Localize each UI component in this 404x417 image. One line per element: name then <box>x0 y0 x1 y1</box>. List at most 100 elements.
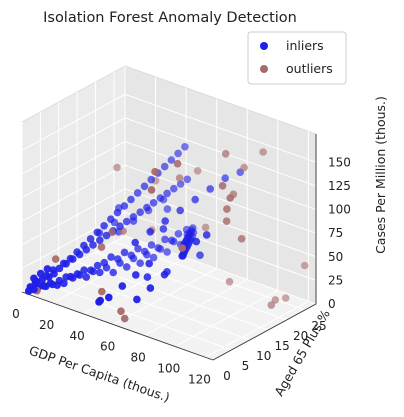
outliers-point <box>259 148 267 156</box>
inliers-point <box>170 184 178 193</box>
inliers-point <box>136 259 144 268</box>
inliers-point <box>163 189 171 198</box>
inliers-point <box>30 274 38 283</box>
inliers-point <box>62 260 70 268</box>
inliers-point <box>89 241 97 249</box>
inliers-point <box>196 251 204 259</box>
outliers-point <box>201 223 210 232</box>
data-points <box>24 143 309 323</box>
inliers-point <box>127 251 136 260</box>
x-gridline <box>205 300 309 358</box>
x-tick-label: 20 <box>39 318 54 332</box>
legend-marker-outliers <box>260 65 268 73</box>
z-gridline <box>124 188 317 258</box>
inliers-point <box>80 266 88 275</box>
inliers-point <box>86 235 95 243</box>
inliers-point <box>36 269 45 278</box>
outliers-point <box>173 159 182 168</box>
inliers-point <box>93 261 102 270</box>
inliers-point <box>114 255 122 263</box>
legend-label-inliers: inliers <box>286 38 324 53</box>
inliers-point <box>167 156 176 164</box>
inliers-point <box>156 194 165 202</box>
inliers-point <box>120 202 129 210</box>
outliers-point <box>151 167 159 176</box>
y-tick-label: 15 <box>275 339 290 353</box>
inliers-point <box>149 199 158 207</box>
z-gridline <box>21 141 126 198</box>
outliers-point <box>267 301 276 309</box>
axis-lines <box>21 134 317 361</box>
inliers-point <box>131 238 139 247</box>
inliers-point <box>69 255 77 263</box>
inliers-point <box>116 222 124 230</box>
inliers-point <box>96 236 104 245</box>
inliers-point <box>120 248 129 257</box>
inliers-point <box>176 206 184 215</box>
inliers-point <box>191 195 199 204</box>
z-gridline <box>21 117 126 175</box>
inliers-point <box>160 270 169 279</box>
inliers-point <box>143 273 152 281</box>
inliers-point <box>55 264 64 273</box>
inliers-point <box>93 228 102 237</box>
z-gridline <box>124 211 317 281</box>
x-tick-label: 80 <box>131 351 146 365</box>
inliers-point <box>43 265 52 273</box>
z-tick-label: 100 <box>328 203 351 217</box>
z-tick-label: 25 <box>328 273 343 287</box>
outliers-point <box>281 294 290 302</box>
inliers-point <box>62 273 70 281</box>
inliers-point <box>122 263 131 271</box>
y-axis-line <box>212 303 317 361</box>
inliers-point <box>174 230 183 238</box>
z-gridline <box>21 93 126 151</box>
y-tick-label: 10 <box>256 349 271 363</box>
inliers-point <box>107 253 115 261</box>
inliers-point <box>141 247 149 256</box>
legend-box <box>247 31 347 85</box>
x-axis-line <box>21 291 214 361</box>
inliers-point <box>113 208 122 217</box>
inliers-point <box>87 266 95 275</box>
inliers-point <box>133 189 142 197</box>
inliers-point <box>38 276 46 284</box>
outliers-point <box>237 235 246 243</box>
inliers-point <box>133 295 141 304</box>
inliers-point <box>127 195 135 204</box>
outliers-point <box>147 186 156 194</box>
z-tick-label: 75 <box>328 226 343 240</box>
inliers-point <box>183 175 192 184</box>
outliers-point <box>218 182 227 190</box>
z-gridline <box>21 211 126 269</box>
inliers-point <box>122 217 131 226</box>
z-gridline <box>124 93 317 163</box>
inliers-point <box>146 228 154 236</box>
x-gridline <box>52 246 156 304</box>
x-tick-label: 100 <box>157 361 180 375</box>
y-tick-label: 0 <box>223 369 231 383</box>
y-gridline <box>40 281 232 351</box>
inliers-point <box>176 180 185 188</box>
z-gridline <box>124 117 317 187</box>
outliers-point <box>222 217 231 225</box>
inliers-point <box>163 205 172 213</box>
inliers-point <box>147 241 156 249</box>
z-gridline <box>124 141 317 211</box>
inliers-point <box>100 222 108 230</box>
inliers-point <box>147 175 155 184</box>
inliers-point <box>45 273 53 281</box>
inliers-point <box>134 244 142 253</box>
inliers-point <box>132 271 140 279</box>
outliers-point <box>98 287 106 296</box>
outliers-point <box>240 163 248 172</box>
outliers-point <box>193 167 202 175</box>
inliers-point <box>160 162 169 171</box>
inliers-point <box>143 203 151 212</box>
outliers-point <box>113 163 121 172</box>
inliers-point <box>167 236 176 245</box>
x-tick-label: 0 <box>12 307 20 321</box>
outliers-point <box>226 194 234 202</box>
